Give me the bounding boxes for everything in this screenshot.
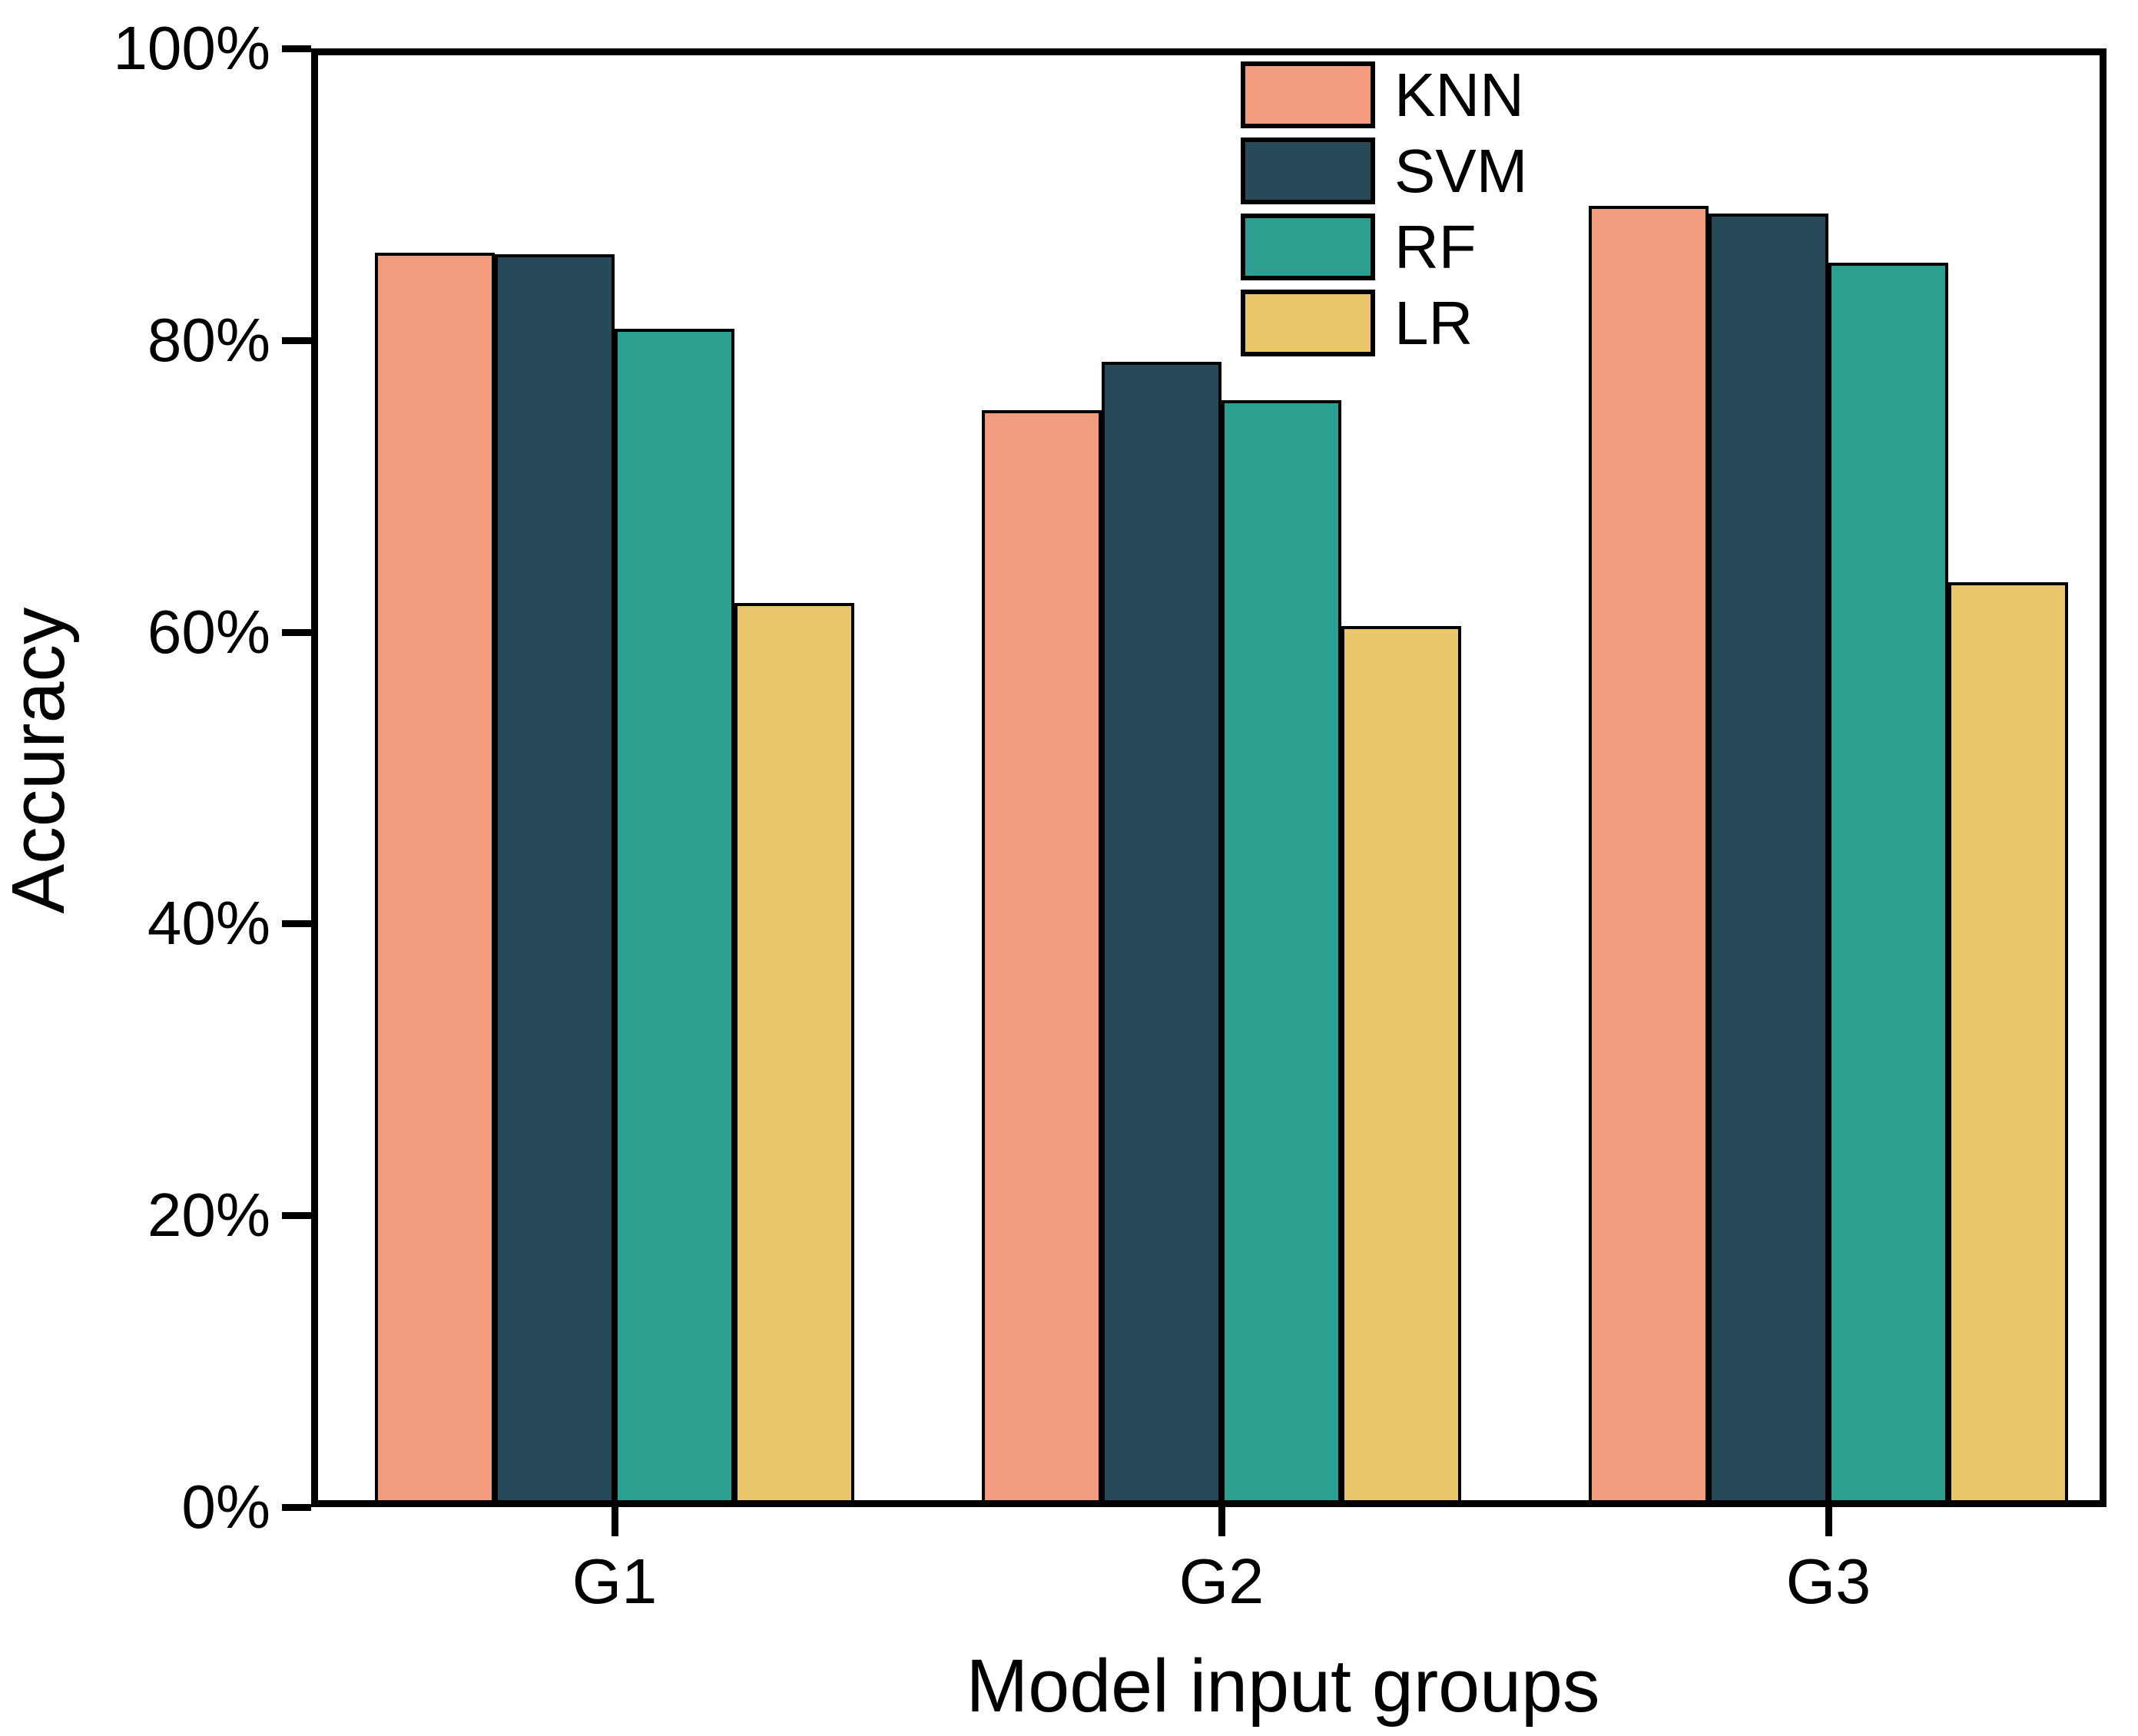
y-tick-0 bbox=[282, 1504, 311, 1511]
y-tick-label-60: 60% bbox=[147, 598, 270, 666]
y-axis-title: Accuracy bbox=[0, 607, 80, 914]
bar-KNN-G2 bbox=[982, 410, 1102, 1507]
x-tick-G1 bbox=[612, 1507, 618, 1536]
bar-LR-G1 bbox=[734, 603, 854, 1507]
bar-RF-G3 bbox=[1828, 263, 1948, 1507]
y-tick-label-100: 100% bbox=[113, 14, 270, 82]
y-tick-20 bbox=[282, 1212, 311, 1219]
bar-RF-G2 bbox=[1221, 400, 1341, 1507]
y-tick-label-40: 40% bbox=[147, 889, 270, 957]
y-tick-label-80: 80% bbox=[147, 306, 270, 374]
legend-swatch-KNN bbox=[1241, 61, 1375, 128]
bar-SVM-G1 bbox=[495, 254, 615, 1507]
x-tick-label-G1: G1 bbox=[572, 1546, 658, 1617]
bar-KNN-G1 bbox=[375, 253, 495, 1507]
y-tick-100 bbox=[282, 45, 311, 52]
bar-SVM-G3 bbox=[1709, 214, 1828, 1507]
y-tick-label-0: 0% bbox=[181, 1473, 270, 1541]
legend-swatch-RF bbox=[1241, 214, 1375, 280]
legend-label-SVM: SVM bbox=[1394, 137, 1528, 205]
legend-label-LR: LR bbox=[1394, 289, 1473, 357]
bar-LR-G2 bbox=[1341, 626, 1461, 1507]
x-tick-label-G3: G3 bbox=[1785, 1546, 1871, 1617]
x-tick-G3 bbox=[1825, 1507, 1832, 1536]
bar-SVM-G2 bbox=[1102, 362, 1221, 1507]
y-tick-60 bbox=[282, 629, 311, 636]
y-tick-label-20: 20% bbox=[147, 1181, 270, 1249]
x-tick-label-G2: G2 bbox=[1178, 1546, 1265, 1617]
bar-KNN-G3 bbox=[1589, 206, 1709, 1507]
bar-RF-G1 bbox=[615, 329, 734, 1507]
legend-label-KNN: KNN bbox=[1394, 61, 1524, 129]
legend-label-RF: RF bbox=[1394, 213, 1477, 281]
x-axis-title: Model input groups bbox=[966, 1644, 1600, 1728]
x-tick-G2 bbox=[1218, 1507, 1225, 1536]
legend-swatch-SVM bbox=[1241, 137, 1375, 204]
y-tick-40 bbox=[282, 920, 311, 927]
legend-swatch-LR bbox=[1241, 290, 1375, 356]
y-tick-80 bbox=[282, 337, 311, 344]
bar-LR-G3 bbox=[1948, 582, 2068, 1507]
